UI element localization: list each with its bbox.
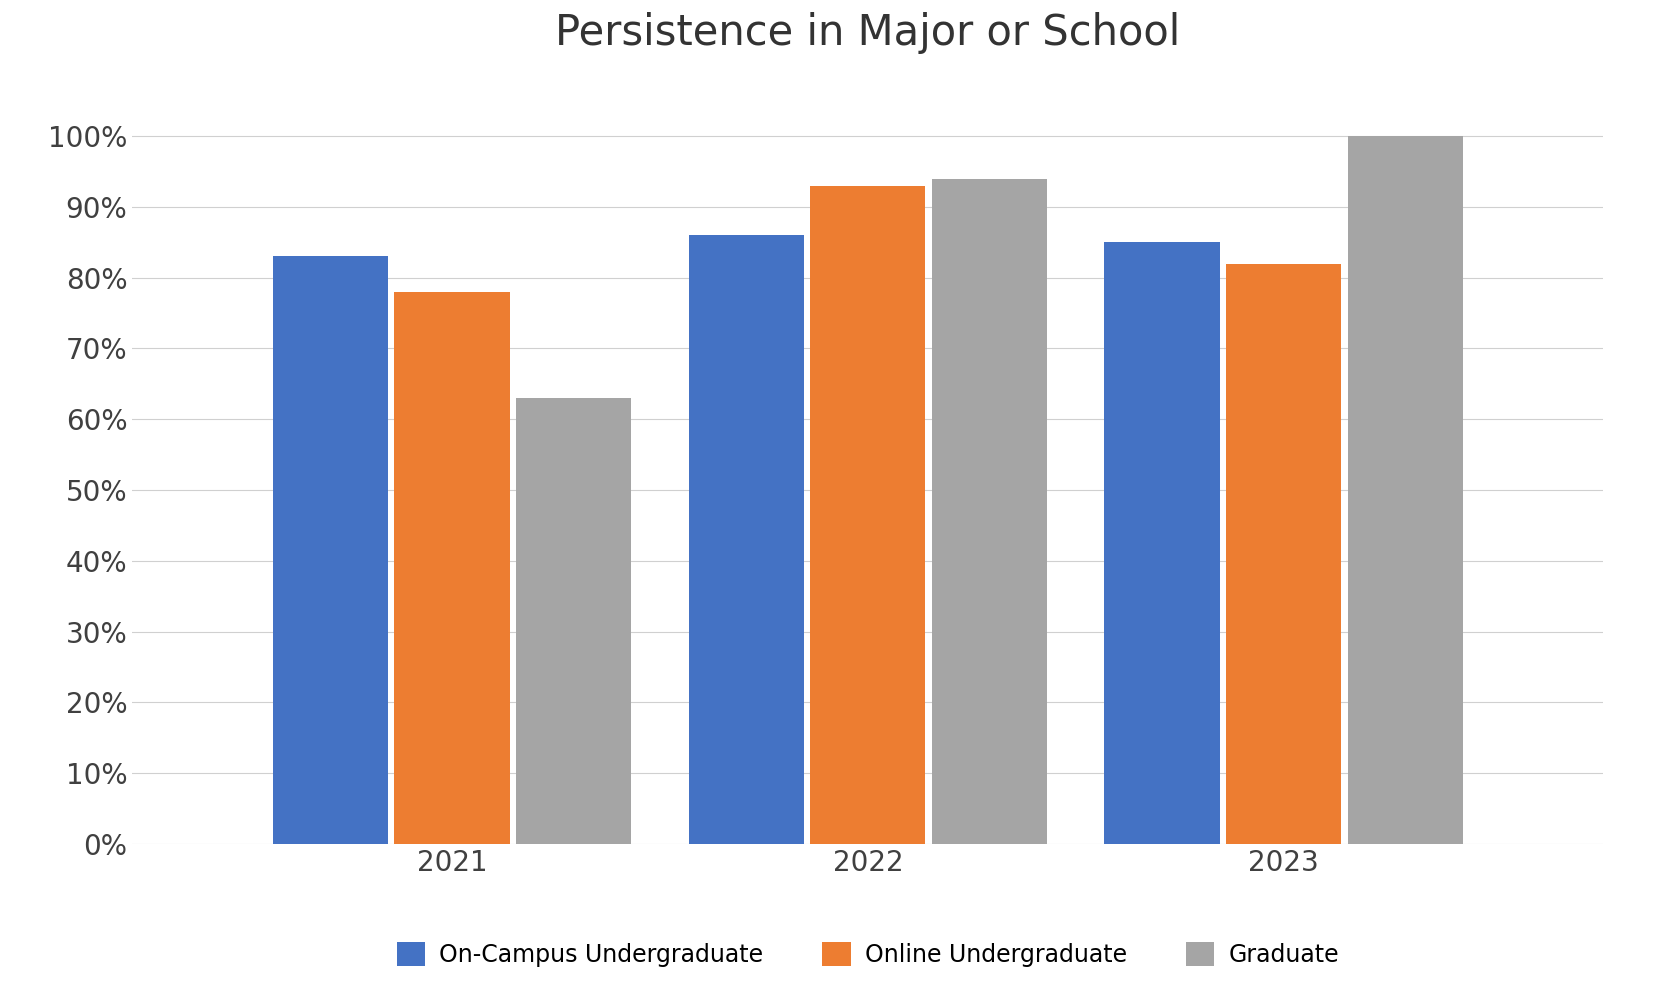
Bar bbox=[1104, 242, 1220, 844]
Title: Persistence in Major or School: Persistence in Major or School bbox=[555, 12, 1180, 54]
Bar bbox=[1347, 136, 1463, 844]
Legend: On-Campus Undergraduate, Online Undergraduate, Graduate: On-Campus Undergraduate, Online Undergra… bbox=[387, 932, 1349, 976]
Bar bbox=[932, 179, 1046, 844]
Bar bbox=[689, 235, 803, 844]
Bar bbox=[395, 292, 509, 844]
Bar bbox=[273, 256, 388, 844]
Bar bbox=[810, 186, 926, 844]
Bar bbox=[1227, 263, 1341, 844]
Bar bbox=[516, 398, 631, 844]
